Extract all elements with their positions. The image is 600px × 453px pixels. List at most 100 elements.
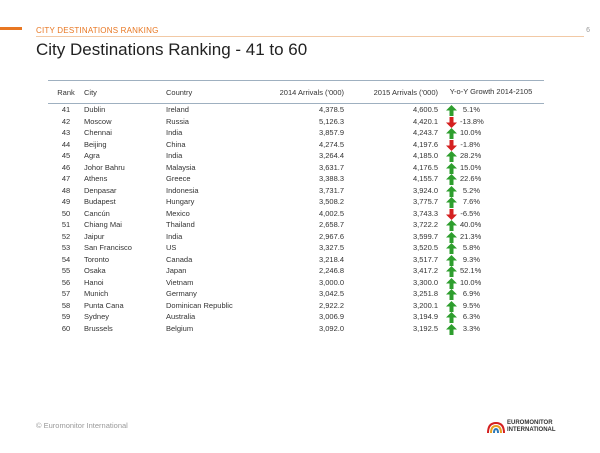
arrivals-2014-cell: 4,378.5 [318,105,344,115]
city-cell: Budapest [84,197,116,207]
rank-cell: 58 [61,300,71,310]
growth-cell: 40.0% [438,219,544,232]
country-cell: Mexico [166,208,190,218]
growth-value: -13.8% [460,116,484,126]
table-row: 57 Munich Germany 3,042.5 3,251.8 6.9% [48,288,544,301]
arrivals-2015-cell: 3,599.7 [412,231,438,241]
arrivals-2014-cell: 3,857.9 [318,128,344,138]
growth-cell: 28.2% [438,150,544,163]
table-row: 52 Jaipur India 2,967.6 3,599.7 21.3% [48,231,544,243]
table-row: 54 Toronto Canada 3,218.4 3,517.7 9.3% [48,254,544,266]
table-row: 44 Beijing China 4,274.5 4,197.6 -1.8% [48,139,544,151]
column-header-growth: Y-o-Y Growth 2014-2105 [438,80,544,104]
arrow-up-icon [446,220,457,232]
growth-cell: 6.9% [438,288,544,301]
arrivals-2014-cell: 3,508.2 [318,197,344,207]
logo-text: EUROMONITOR INTERNATIONAL [507,420,556,433]
growth-value: 15.0% [460,162,482,172]
table-row: 59 Sydney Australia 3,006.9 3,194.9 6.3% [48,311,544,324]
table-row: 58 Punta Cana Dominican Republic 2,922.2 3,2… [48,300,544,312]
arrivals-2015-cell: 3,722.2 [412,220,438,230]
city-cell: Cancún [84,208,110,218]
growth-cell: 10.0% [438,277,544,289]
rank-cell: 49 [61,197,71,207]
country-cell: Indonesia [166,185,199,195]
city-cell: Toronto [84,254,110,264]
arrivals-2015-cell: 3,251.8 [412,289,438,299]
arrivals-2014-cell: 2,658.7 [318,220,344,230]
arrivals-2014-cell: 2,246.8 [318,266,344,276]
growth-value: -1.8% [460,139,480,149]
rank-cell: 44 [61,139,71,149]
table-row: 48 Denpasar Indonesia 3,731.7 3,924.0 5.2% [48,185,544,197]
rank-cell: 56 [61,277,71,287]
growth-value: 6.9% [462,289,480,299]
growth-value: -6.5% [460,208,480,218]
arrivals-2014-cell: 4,274.5 [318,139,344,149]
table-row: 41 Dublin Ireland 4,378.5 4,600.5 5.1% [48,104,544,117]
growth-value: 40.0% [460,220,482,230]
arrow-down-icon [446,208,457,220]
arrivals-2015-cell: 3,300.0 [412,277,438,287]
rank-cell: 55 [61,266,71,276]
growth-cell: 3.3% [438,323,544,335]
country-cell: India [166,231,183,241]
rank-cell: 45 [61,151,71,161]
country-cell: Russia [166,116,189,126]
city-cell: Denpasar [84,185,117,195]
table-row: 47 Athens Greece 3,388.3 4,155.7 22.6% [48,173,544,186]
city-cell: Beijing [84,139,107,149]
growth-cell: 5.2% [438,185,544,197]
city-cell: Jaipur [84,231,105,241]
arrow-up-icon [446,323,457,335]
city-cell: Munich [84,289,109,299]
growth-value: 5.2% [462,185,480,195]
country-cell: Japan [166,266,187,276]
arrivals-2014-cell: 3,042.5 [318,289,344,299]
arrow-up-icon [446,105,457,117]
table-row: 43 Chennai India 3,857.9 4,243.7 10.0% [48,127,544,140]
arrivals-2015-cell: 3,417.2 [412,266,438,276]
arrivals-2015-cell: 4,155.7 [412,174,438,184]
growth-cell: 22.6% [438,173,544,186]
arrivals-2015-cell: 3,517.7 [412,254,438,264]
rank-cell: 41 [61,105,71,115]
country-cell: Vietnam [166,277,194,287]
city-cell: Chiang Mai [84,220,122,230]
table-row: 42 Moscow Russia 5,126.3 4,420.1 -13.8% [48,116,544,128]
table-row: 51 Chiang Mai Thailand 2,658.7 3,722.2 40.0% [48,219,544,232]
arrow-up-icon [446,185,457,197]
table-row: 60 Brussels Belgium 3,092.0 3,192.5 3.3% [48,323,544,335]
growth-value: 10.0% [460,277,482,287]
city-cell: San Francisco [84,243,132,253]
arrow-down-icon [446,139,457,151]
country-cell: Ireland [166,105,189,115]
column-header-2015-arrivals: 2015 Arrivals ('000) [344,80,438,104]
growth-cell: 52.1% [438,265,544,278]
arrivals-2014-cell: 3,218.4 [318,254,344,264]
rank-cell: 47 [61,174,71,184]
logo-mark-icon [487,421,505,433]
arrow-up-icon [446,231,457,243]
country-cell: Belgium [166,323,194,333]
growth-value: 28.2% [460,151,482,161]
arrow-up-icon [446,243,457,255]
country-cell: China [166,139,186,149]
rank-cell: 50 [61,208,71,218]
city-cell: Chennai [84,128,112,138]
city-cell: Moscow [84,116,112,126]
country-cell: US [166,243,177,253]
arrivals-2014-cell: 3,092.0 [318,323,344,333]
table-row: 56 Hanoi Vietnam 3,000.0 3,300.0 10.0% [48,277,544,289]
column-header-country: Country [166,80,256,104]
arrow-up-icon [446,197,457,209]
arrivals-2015-cell: 3,520.5 [412,243,438,253]
arrow-up-icon [446,266,457,278]
arrivals-2014-cell: 2,967.6 [318,231,344,241]
arrivals-2014-cell: 3,327.5 [318,243,344,253]
copyright-text: © Euromonitor International [36,421,128,430]
rank-cell: 54 [61,254,71,264]
growth-value: 6.3% [462,312,480,322]
column-header-rank: Rank [48,80,84,104]
growth-value: 10.0% [460,128,482,138]
